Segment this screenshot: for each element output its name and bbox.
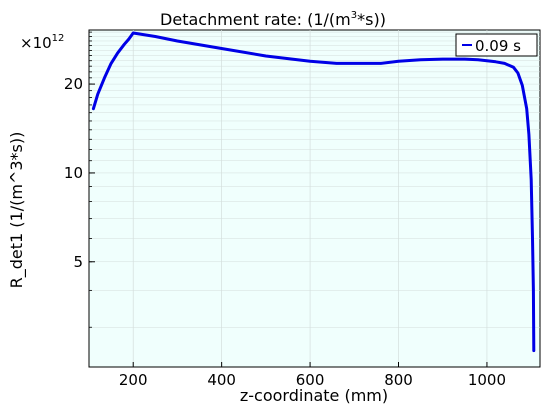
legend-box <box>455 33 538 57</box>
chart-title: Detachment rate: (1/(m3*s)) <box>160 10 386 29</box>
x-tick-label: 400 <box>207 371 236 389</box>
legend-label: 0.09 s <box>475 37 521 55</box>
y-axis-label: R_det1 (1/(m^3*s)) <box>7 132 27 289</box>
x-tick-label: 1000 <box>468 371 506 389</box>
data-series <box>91 31 536 353</box>
y-tick-label: 10 <box>64 164 83 182</box>
y-tick-label: 20 <box>64 75 83 93</box>
x-axis-ticks: 200 400 600 800 1000 <box>119 362 506 389</box>
plot-area <box>88 29 541 368</box>
y-axis-multiplier: ×1012 <box>20 33 64 52</box>
y-axis-ticks: 5 10 20 <box>64 31 95 328</box>
x-tick-label: 600 <box>296 371 325 389</box>
legend: 0.09 s <box>455 33 538 57</box>
x-axis-label: z-coordinate (mm) <box>240 386 388 405</box>
x-tick-label: 200 <box>119 371 148 389</box>
x-tick-label: 800 <box>384 371 413 389</box>
y-tick-label: 5 <box>73 253 83 271</box>
series-line-0 <box>91 31 536 353</box>
